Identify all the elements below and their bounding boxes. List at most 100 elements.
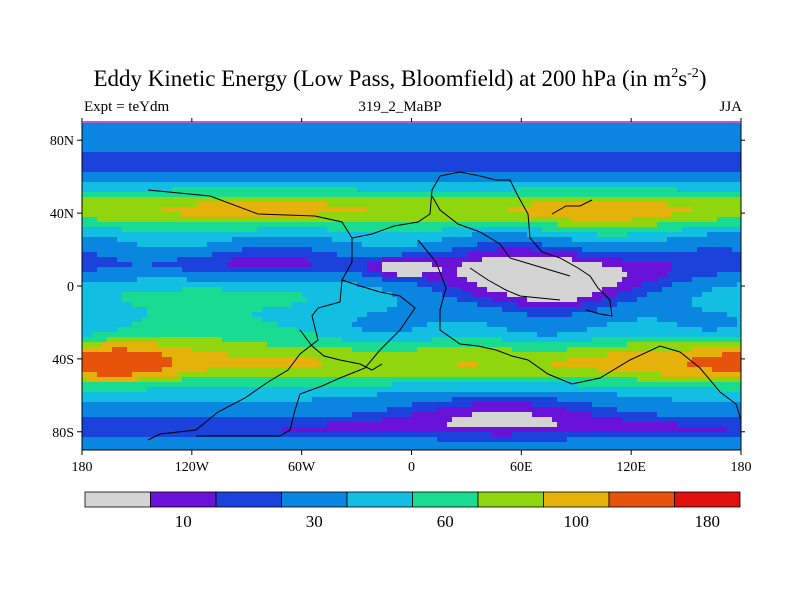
field-cell	[127, 177, 133, 183]
field-cell	[347, 147, 353, 153]
field-cell	[372, 227, 378, 233]
field-cell	[367, 407, 373, 413]
field-cell	[102, 217, 108, 223]
field-cell	[202, 182, 208, 188]
field-cell	[107, 277, 113, 283]
field-cell	[312, 242, 318, 248]
field-cell	[282, 197, 288, 203]
field-cell	[402, 337, 408, 343]
field-cell	[157, 297, 163, 303]
field-cell	[447, 312, 453, 318]
field-cell	[427, 352, 433, 358]
field-cell	[237, 397, 243, 403]
field-cell	[177, 367, 183, 373]
field-cell	[112, 192, 118, 198]
field-cell	[177, 317, 183, 323]
field-cell	[197, 242, 203, 248]
field-cell	[92, 217, 98, 223]
field-cell	[457, 247, 463, 253]
field-cell	[257, 192, 263, 198]
field-cell	[302, 272, 308, 278]
field-cell	[207, 367, 213, 373]
field-cell	[282, 347, 288, 353]
field-cell	[202, 292, 208, 298]
field-cell	[377, 197, 383, 203]
field-cell	[162, 232, 168, 238]
field-cell	[217, 177, 223, 183]
field-cell	[152, 367, 158, 373]
field-cell	[312, 222, 318, 228]
field-cell	[162, 402, 168, 408]
field-cell	[262, 312, 268, 318]
field-cell	[242, 267, 248, 273]
field-cell	[382, 212, 388, 218]
field-cell	[397, 217, 403, 223]
field-cell	[302, 397, 308, 403]
field-cell	[112, 317, 118, 323]
field-cell	[417, 397, 423, 403]
field-cell	[177, 307, 183, 313]
field-cell	[452, 402, 458, 408]
field-cell	[212, 142, 218, 148]
field-cell	[217, 312, 223, 318]
field-cell	[97, 397, 103, 403]
field-cell	[252, 157, 258, 163]
field-cell	[217, 257, 223, 263]
field-cell	[337, 402, 343, 408]
field-cell	[417, 177, 423, 183]
field-cell	[107, 282, 113, 288]
field-cell	[92, 347, 98, 353]
field-cell	[117, 212, 123, 218]
field-cell	[167, 342, 173, 348]
field-cell	[87, 217, 93, 223]
field-cell	[222, 262, 228, 268]
field-cell	[212, 402, 218, 408]
field-cell	[362, 257, 368, 263]
field-cell	[187, 127, 193, 133]
field-cell	[347, 157, 353, 163]
field-cell	[212, 397, 218, 403]
field-cell	[187, 142, 193, 148]
field-cell	[92, 167, 98, 173]
field-cell	[392, 442, 398, 448]
field-cell	[87, 332, 93, 338]
field-cell	[172, 192, 178, 198]
field-cell	[257, 292, 263, 298]
field-cell	[442, 297, 448, 303]
field-cell	[172, 422, 178, 428]
field-cell	[362, 287, 368, 293]
field-cell	[102, 137, 108, 143]
field-cell	[297, 372, 303, 378]
field-cell	[267, 307, 273, 313]
field-cell	[117, 397, 123, 403]
field-cell	[452, 132, 458, 138]
field-cell	[322, 402, 328, 408]
field-cell	[302, 332, 308, 338]
field-cell	[237, 392, 243, 398]
field-cell	[367, 357, 373, 363]
field-cell	[367, 322, 373, 328]
field-cell	[137, 127, 143, 133]
field-cell	[122, 147, 128, 153]
field-cell	[322, 197, 328, 203]
field-cell	[132, 287, 138, 293]
field-cell	[347, 342, 353, 348]
field-cell	[237, 357, 243, 363]
field-cell	[382, 382, 388, 388]
field-cell	[247, 237, 253, 243]
field-cell	[327, 177, 333, 183]
field-cell	[127, 277, 133, 283]
field-cell	[107, 352, 113, 358]
field-cell	[107, 302, 113, 308]
field-cell	[122, 267, 128, 273]
field-cell	[252, 252, 258, 258]
field-cell	[242, 197, 248, 203]
field-cell	[152, 447, 158, 450]
field-cell	[172, 302, 178, 308]
field-cell	[342, 302, 348, 308]
field-cell	[227, 412, 233, 418]
field-cell	[187, 417, 193, 423]
field-cell	[112, 362, 118, 368]
field-cell	[357, 272, 363, 278]
field-cell	[182, 297, 188, 303]
